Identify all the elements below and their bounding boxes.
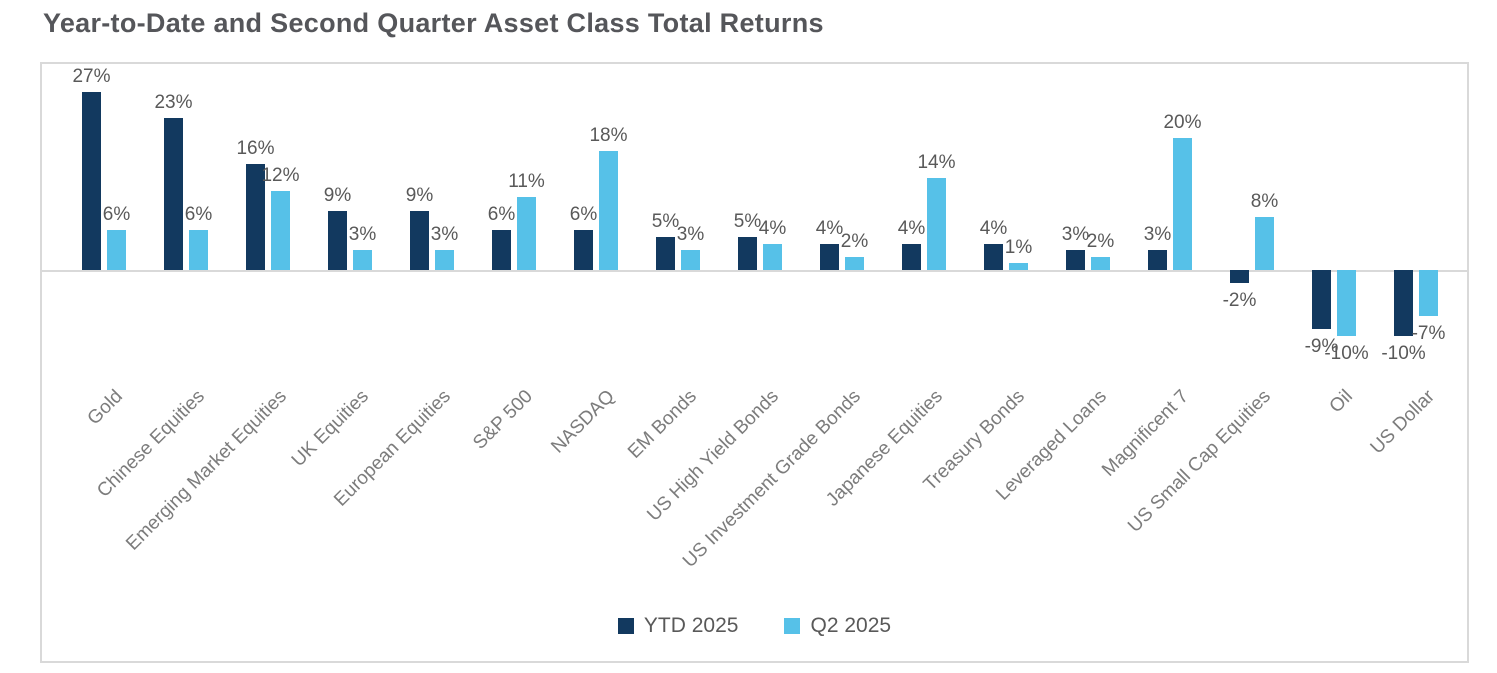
value-label: 9%	[323, 184, 352, 206]
bar-ytd-2025	[410, 210, 429, 270]
bar-q2-2025	[599, 151, 618, 270]
value-label: -10%	[1324, 343, 1369, 364]
bar-ytd-2025	[492, 230, 511, 270]
value-label: 3%	[348, 224, 377, 246]
value-label: 11%	[508, 171, 545, 193]
value-label: 3%	[1061, 224, 1090, 246]
value-label: -9%	[1304, 336, 1339, 358]
bar-q2-2025	[271, 190, 290, 270]
bar-q2-2025	[845, 256, 864, 270]
value-label: 6%	[184, 204, 213, 226]
chart-title: Year-to-Date and Second Quarter Asset Cl…	[43, 8, 824, 38]
bar-ytd-2025	[820, 243, 839, 270]
value-label: -2%	[1222, 290, 1257, 312]
value-label: 4%	[815, 217, 844, 239]
value-label: 9%	[405, 184, 434, 206]
legend-swatch	[617, 618, 634, 634]
bar-q2-2025	[517, 197, 536, 270]
bar-ytd-2025	[164, 118, 183, 270]
value-label: 23%	[154, 92, 193, 114]
value-label: 3%	[676, 224, 705, 246]
bar-q2-2025	[1419, 270, 1438, 317]
bar-ytd-2025	[984, 243, 1003, 270]
value-label: -7%	[1411, 323, 1446, 345]
value-label: 27%	[72, 65, 111, 87]
legend-label: YTD 2025	[643, 614, 739, 637]
bar-ytd-2025	[82, 91, 101, 270]
value-label: 18%	[589, 125, 628, 147]
legend-swatch	[784, 618, 801, 634]
bar-ytd-2025	[246, 164, 265, 270]
legend: YTD 2025 Q2 2025	[42, 614, 1467, 638]
value-label: 5%	[733, 211, 762, 232]
bar-q2-2025	[189, 230, 208, 270]
bar-ytd-2025	[1394, 270, 1413, 336]
value-label: 14%	[917, 151, 956, 173]
chart-frame: 27% 6% Gold 23% 6% Chinese Equities 16% 12% Emer…	[40, 62, 1469, 663]
legend-item-q2-2025: Q2 2025	[784, 614, 891, 638]
value-label: 12%	[261, 164, 300, 186]
value-label: 20%	[1163, 112, 1202, 133]
bar-q2-2025	[1173, 138, 1192, 270]
bar-q2-2025	[1337, 270, 1356, 336]
bar-ytd-2025	[328, 210, 347, 270]
value-label: 4%	[979, 217, 1008, 239]
bar-ytd-2025	[1230, 270, 1249, 284]
bar-q2-2025	[1091, 256, 1110, 270]
bar-q2-2025	[353, 250, 372, 270]
value-label: 6%	[102, 204, 131, 226]
bar-q2-2025	[681, 250, 700, 270]
bar-ytd-2025	[574, 230, 593, 270]
value-label: 5%	[651, 211, 680, 232]
bar-ytd-2025	[1148, 250, 1167, 270]
value-label: 4%	[758, 217, 787, 239]
bar-q2-2025	[107, 230, 126, 270]
value-label: 2%	[1086, 230, 1115, 252]
bar-q2-2025	[1255, 217, 1274, 270]
bar-ytd-2025	[656, 237, 675, 270]
bar-q2-2025	[435, 250, 454, 270]
bar-q2-2025	[1009, 263, 1028, 270]
bar-q2-2025	[927, 177, 946, 270]
value-label: 3%	[1143, 224, 1172, 246]
legend-label: Q2 2025	[810, 614, 892, 637]
bar-ytd-2025	[902, 243, 921, 270]
bar-ytd-2025	[1066, 250, 1085, 270]
bar-ytd-2025	[738, 237, 757, 270]
value-label: 8%	[1250, 191, 1279, 213]
bar-ytd-2025	[1312, 270, 1331, 330]
value-label: 4%	[897, 217, 926, 239]
value-label: 3%	[430, 224, 459, 246]
bar-q2-2025	[763, 243, 782, 270]
chart-plot: 27% 6% Gold 23% 6% Chinese Equities 16% 12% Emer…	[42, 64, 1467, 661]
value-label: 2%	[840, 230, 869, 252]
value-label: 16%	[236, 138, 275, 160]
value-label: -10%	[1381, 343, 1426, 364]
value-label: 6%	[487, 204, 516, 226]
x-axis-line	[42, 270, 1467, 272]
value-label: 1%	[1004, 237, 1033, 259]
legend-item-ytd-2025: YTD 2025	[617, 614, 739, 638]
value-label: 6%	[569, 204, 598, 226]
